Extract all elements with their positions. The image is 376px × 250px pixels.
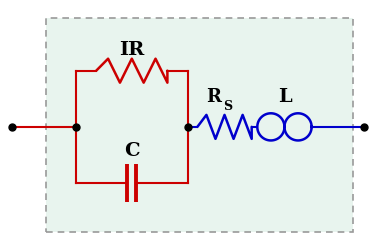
- Text: S: S: [223, 100, 232, 113]
- FancyBboxPatch shape: [45, 18, 353, 232]
- Text: R: R: [206, 88, 221, 106]
- Text: C: C: [124, 142, 139, 160]
- Text: L: L: [277, 88, 291, 106]
- Text: IR: IR: [119, 41, 144, 59]
